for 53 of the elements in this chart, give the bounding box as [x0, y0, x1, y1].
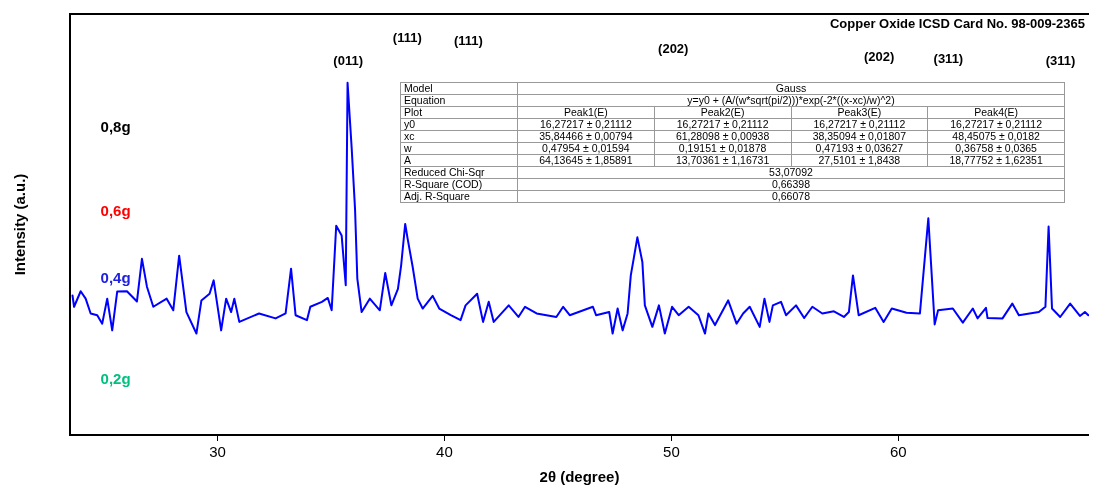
text: (202) [863, 49, 895, 65]
text: 0,66078 [772, 190, 810, 202]
category-label: Model [404, 82, 433, 94]
text: (011) [333, 53, 364, 69]
text: 35,84466 ± 0,00794 [539, 130, 633, 142]
annotation: 0,4g [100, 269, 131, 287]
x-tick-label: 50 [663, 443, 680, 461]
text: 38,35094 ± 0,01807 [812, 130, 907, 142]
text: Peak3(E) [837, 106, 882, 118]
annotation: 0,8g [100, 117, 131, 135]
category-label: y0 [404, 118, 416, 130]
text: 48,45075 ± 0,0182 [952, 130, 1040, 142]
x-tick-label: 30 [209, 443, 226, 461]
category-label: R-Square (COD) [404, 178, 483, 190]
annotation: 0,6g [100, 202, 131, 220]
text: 27,5101 ± 1,8438 [818, 154, 901, 166]
category-label: Equation [404, 94, 446, 106]
text: 0,19151 ± 0,01878 [678, 142, 767, 154]
text: 61,28098 ± 0,00938 [675, 130, 770, 142]
category-label: Reduced Chi-Sqr [404, 166, 485, 178]
text: 0,66398 [772, 178, 810, 190]
text: 0,36758 ± 0,0365 [955, 142, 1037, 154]
category-label: Plot [404, 106, 423, 118]
text: Peak1(E) [563, 106, 608, 118]
y-axis-title: Intensity (a.u.) [11, 173, 29, 276]
text: 0,47954 ± 0,01594 [542, 142, 630, 154]
text: 0,47193 ± 0,03627 [815, 142, 904, 154]
text: 16,27217 ± 0,21112 [539, 118, 632, 130]
text: 16,27217 ± 0,21112 [676, 118, 769, 130]
text: (202) [658, 41, 689, 57]
text: Peak2(E) [700, 106, 745, 118]
text: y=y0 + (A/(w*sqrt(pi/2)))*exp(-2*((x-xc)/w)^2) [687, 94, 895, 106]
x-tick-label: 60 [890, 443, 907, 461]
text: (111) [453, 32, 483, 48]
category-label: A [404, 154, 412, 166]
text: 13,70361 ± 1,16731 [675, 154, 770, 166]
text: (311) [1045, 53, 1076, 69]
text: 18,77752 ± 1,62351 [949, 154, 1043, 166]
text: (111) [392, 29, 422, 45]
category-label: Adj. R-Square [404, 190, 470, 202]
annotation: 0,2g [100, 370, 131, 388]
x-tick-label: 40 [436, 443, 453, 461]
text: (311) [933, 51, 964, 67]
category-label: xc [404, 130, 415, 142]
chart-title: Copper Oxide ICSD Card No. 98-009-2365 [829, 16, 1085, 32]
text: 64,13645 ± 1,85891 [539, 154, 633, 166]
text: Peak4(E) [974, 106, 1019, 118]
text: 16,27217 ± 0,21112 [813, 118, 906, 130]
text: 53,07092 [769, 166, 813, 178]
x-axis-title: 2θ (degree) [539, 468, 620, 486]
category-label: w [404, 142, 412, 154]
text: 16,27217 ± 0,21112 [950, 118, 1043, 130]
text: Gauss [775, 82, 807, 94]
